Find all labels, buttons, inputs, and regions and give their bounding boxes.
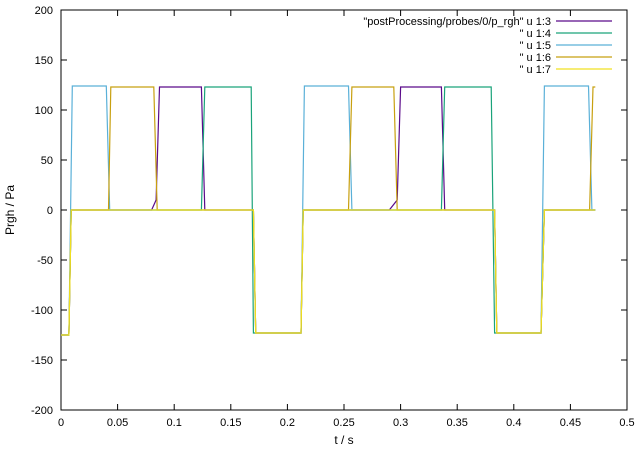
x-tick-label: 0.45	[560, 417, 581, 429]
x-tick-label: 0.1	[167, 417, 182, 429]
series-line-5	[61, 209, 596, 336]
legend-label: " u 1:6	[520, 52, 551, 64]
series-line-1	[61, 86, 596, 336]
series-line-3	[61, 85, 596, 336]
x-tick-label: 0	[58, 417, 64, 429]
series-lines	[61, 85, 596, 336]
legend: "postProcessing/probes/0/p_rgh" u 1:3" u…	[363, 16, 612, 76]
x-tick-label: 0.3	[393, 417, 408, 429]
y-tick-label: -150	[31, 355, 53, 367]
x-axis-label: t / s	[334, 433, 353, 447]
x-tick-label: 0.05	[107, 417, 128, 429]
y-tick-label: 200	[35, 5, 53, 17]
x-tick-label: 0.5	[619, 417, 634, 429]
y-tick-label: 50	[41, 155, 53, 167]
x-tick-label: 0.4	[506, 417, 521, 429]
x-tick-label: 0.15	[220, 417, 241, 429]
y-tick-label: -50	[37, 255, 53, 267]
series-line-4	[61, 86, 596, 336]
legend-label: "postProcessing/probes/0/p_rgh" u 1:3	[363, 16, 551, 28]
y-tick-label: 0	[47, 205, 53, 217]
legend-label: " u 1:7	[520, 64, 551, 76]
x-tick-label: 0.2	[280, 417, 295, 429]
series-line-2	[61, 86, 596, 336]
x-tick-label: 0.25	[333, 417, 354, 429]
x-tick-label: 0.35	[446, 417, 467, 429]
axis-ticks: 0 0.05 0.1 0.15 0.2 0.25 0.3 0.35 0.4 0.45 0.5 -200…	[31, 5, 635, 429]
y-tick-label: -100	[31, 305, 53, 317]
legend-label: " u 1:4	[520, 28, 551, 40]
y-axis-label: Prgh / Pa	[3, 185, 17, 235]
y-tick-label: 100	[35, 105, 53, 117]
y-tick-label: 150	[35, 55, 53, 67]
legend-label: " u 1:5	[520, 40, 551, 52]
y-tick-label: -200	[31, 405, 53, 417]
